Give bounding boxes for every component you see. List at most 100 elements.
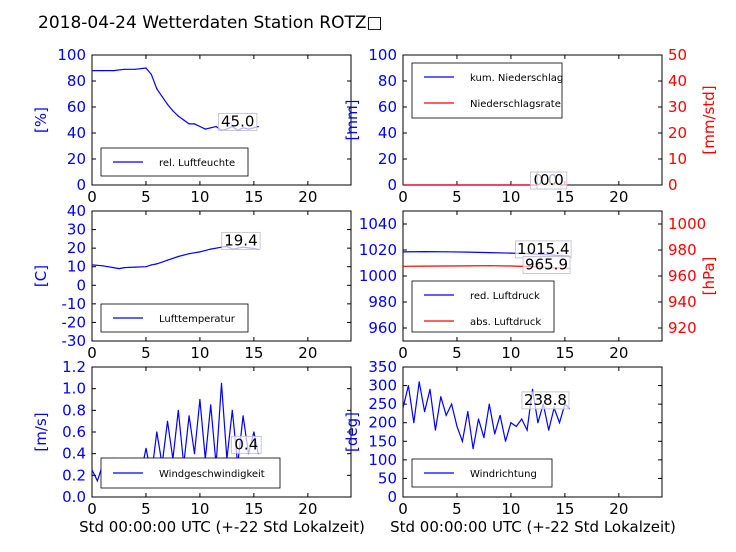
data-point — [172, 110, 174, 112]
data-point — [253, 431, 255, 433]
data-point — [166, 420, 169, 422]
data-point — [177, 115, 179, 117]
data-point — [510, 422, 512, 424]
x-tick-label: 10 — [190, 344, 209, 362]
value-label-box — [536, 171, 568, 190]
data-point — [215, 125, 217, 128]
x-tick-label: 20 — [609, 188, 628, 206]
y-tick-label: 1.2 — [62, 358, 86, 376]
y-tick-label: 0.2 — [62, 466, 86, 484]
data-point — [515, 425, 517, 427]
value-label: 238.8 — [524, 391, 567, 409]
value-label: 0.0 — [540, 171, 564, 189]
data-point — [134, 266, 136, 268]
x-tick-label: 0 — [398, 344, 408, 362]
y-tick-label: 0.8 — [62, 401, 86, 419]
y-right-tick-label: 1000 — [668, 215, 706, 233]
y-axis-label: [deg] — [343, 412, 361, 452]
data-point — [424, 411, 426, 413]
data-point — [413, 422, 415, 424]
data-point — [220, 382, 223, 384]
y-right-tick-label: 20 — [668, 124, 687, 142]
plot-frame — [91, 210, 352, 342]
x-tick-label: 15 — [555, 188, 574, 206]
data-point — [102, 70, 104, 72]
legend-box — [411, 280, 555, 333]
plot-frame — [402, 366, 663, 498]
data-point — [145, 266, 147, 268]
y-tick-label: 350 — [368, 358, 397, 376]
value-label-box — [221, 231, 261, 250]
y-tick-label: 250 — [368, 395, 397, 413]
x-tick-label: 5 — [141, 188, 151, 206]
x-tick-label: 20 — [609, 344, 628, 362]
data-point — [242, 415, 244, 417]
data-point — [537, 422, 539, 424]
data-point — [92, 264, 93, 266]
y-tick-label: 300 — [368, 377, 397, 395]
x-tick-label: 10 — [501, 188, 520, 206]
value-label-box — [231, 435, 262, 454]
data-point — [96, 480, 98, 482]
xaxis-label-left: Std 00:00:00 UTC (+-22 Std Lokalzeit) — [79, 518, 365, 536]
y-tick-label: -30 — [62, 332, 87, 350]
value-label-box — [521, 391, 570, 410]
data-point — [477, 418, 480, 420]
data-point — [210, 248, 212, 250]
data-point — [403, 184, 404, 185]
data-point — [558, 422, 561, 424]
data-point — [193, 123, 196, 125]
y-right-tick-label: 30 — [668, 98, 687, 116]
data-point — [150, 73, 152, 76]
data-point — [92, 469, 93, 471]
data-point — [102, 265, 104, 267]
y-tick-label: 40 — [67, 124, 86, 142]
y-tick-label: 1.0 — [62, 380, 86, 398]
data-point — [257, 125, 259, 128]
y-tick-label: 50 — [378, 469, 397, 487]
y-tick-label: 960 — [368, 319, 397, 337]
data-point — [123, 267, 125, 269]
data-point — [429, 388, 431, 390]
data-point — [113, 267, 115, 269]
x-tick-label: 0 — [398, 188, 408, 206]
data-point — [92, 70, 93, 72]
y-tick-label: -20 — [62, 313, 87, 331]
data-point — [488, 403, 490, 405]
value-label-box — [218, 113, 258, 131]
x-tick-label: 20 — [298, 500, 317, 518]
data-point — [150, 264, 152, 266]
y-tick-label: 20 — [378, 150, 397, 168]
y-tick-label: 100 — [368, 46, 397, 64]
x-tick-label: 20 — [298, 188, 317, 206]
data-point — [231, 409, 233, 411]
x-tick-label: 10 — [501, 344, 520, 362]
y-right-tick-label: 40 — [668, 72, 687, 90]
data-point — [156, 88, 158, 90]
x-tick-label: 0 — [87, 188, 97, 206]
data-point — [193, 453, 196, 455]
data-point — [188, 415, 190, 417]
data-point — [488, 265, 490, 267]
data-point — [424, 265, 426, 267]
y-tick-label: 100 — [368, 451, 397, 469]
data-point — [166, 103, 169, 105]
data-point — [183, 119, 185, 121]
x-tick-label: 20 — [298, 344, 317, 362]
y-right-tick-label: 920 — [668, 319, 697, 337]
data-point — [210, 404, 212, 406]
y-right-tick-label: 940 — [668, 293, 697, 311]
data-point — [177, 409, 179, 411]
y-axis-label: [mm] — [343, 100, 361, 141]
xaxis-label-right: Std 00:00:00 UTC (+-22 Std Lokalzeit) — [390, 518, 676, 536]
y-tick-label: 80 — [67, 72, 86, 90]
value-label: 45.0 — [221, 113, 254, 131]
plot-frame — [91, 54, 352, 186]
y-tick-label: 0.6 — [62, 423, 86, 441]
data-point — [403, 251, 404, 253]
y-tick-label: 0 — [76, 276, 86, 294]
value-label: 0.4 — [234, 435, 258, 453]
data-point — [188, 123, 190, 125]
